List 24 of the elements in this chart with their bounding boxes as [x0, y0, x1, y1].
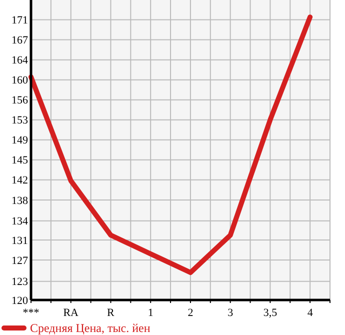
y-tick-label: 156: [12, 94, 28, 107]
y-tick-label: 160: [12, 74, 28, 87]
x-tick-label: RA: [63, 307, 79, 319]
x-tick-label: 3: [228, 307, 234, 319]
x-tick-label: ***: [22, 307, 40, 319]
y-tick-label: 123: [12, 276, 28, 288]
y-tick-label: 120: [12, 294, 28, 307]
y-tick-label: 167: [12, 34, 28, 47]
y-tick-label: 149: [12, 134, 28, 147]
x-tick-label: 2: [188, 307, 194, 319]
y-tick-label: 142: [12, 174, 28, 187]
y-tick-label: 127: [12, 254, 28, 267]
x-tick-label: R: [107, 307, 116, 319]
y-tick-label: 153: [12, 114, 28, 127]
y-tick-label: 145: [12, 154, 28, 167]
y-tick-label: 138: [12, 194, 28, 207]
y-tick-label: 164: [12, 54, 28, 67]
x-tick-label: 4: [307, 307, 314, 319]
legend-label: Средняя Цена, тыс. йен: [30, 321, 151, 335]
y-tick-label: 171: [12, 14, 28, 27]
x-tick-label: 1: [148, 307, 154, 319]
x-tick-label: 3,5: [263, 307, 278, 319]
y-tick-label: 131: [12, 234, 28, 247]
y-tick-label: 134: [12, 216, 28, 228]
